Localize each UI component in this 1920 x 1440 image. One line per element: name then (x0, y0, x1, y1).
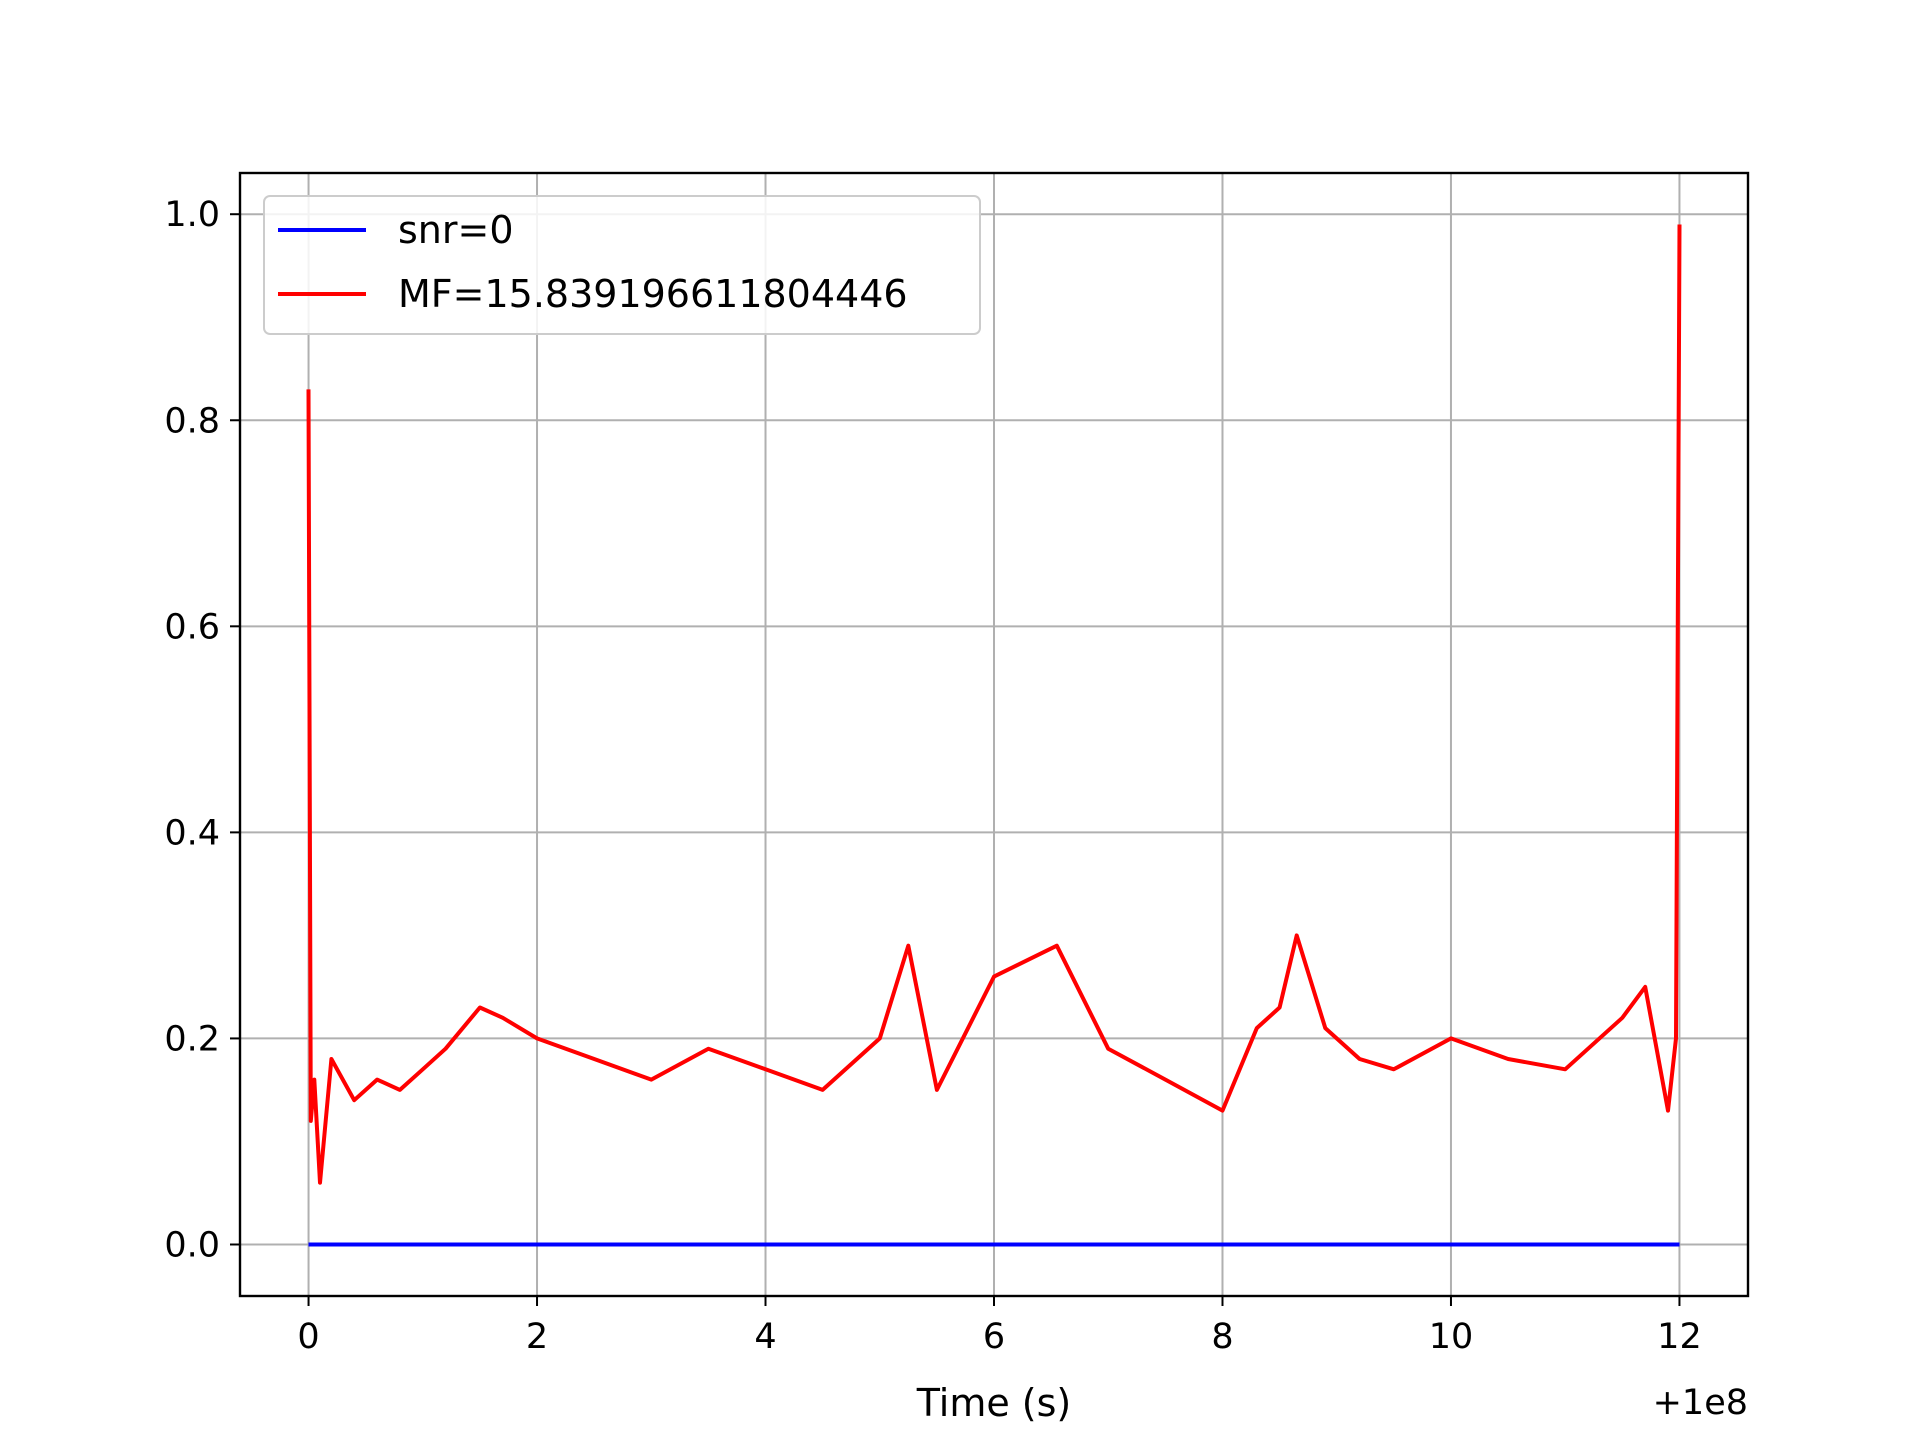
y-tick-label: 0.2 (164, 1019, 220, 1059)
legend-box (263, 195, 981, 335)
y-tick-label: 0.6 (164, 607, 220, 647)
series-line-1 (306, 224, 1682, 1185)
x-tick-label: 10 (1429, 1317, 1474, 1357)
y-axis-ticks: 0.0 0.2 0.4 0.6 0.8 1.0 (164, 195, 240, 1265)
legend-label-mf: MF=15.839196611804446 (398, 272, 908, 316)
x-tick-label: 12 (1657, 1317, 1702, 1357)
x-axis-ticks: 0 2 4 6 8 10 12 (297, 1296, 1702, 1357)
y-tick-label: 0.4 (164, 813, 220, 853)
x-axis-label: Time (s) (916, 1381, 1072, 1425)
x-tick-label: 6 (983, 1317, 1005, 1357)
x-tick-label: 8 (1211, 1317, 1233, 1357)
y-tick-label: 0.0 (164, 1225, 220, 1265)
x-tick-label: 2 (526, 1317, 548, 1357)
series-layer (306, 224, 1682, 1247)
x-tick-label: 4 (754, 1317, 776, 1357)
legend-label-snr: snr=0 (398, 208, 514, 252)
grid-lines (240, 173, 1748, 1296)
y-tick-label: 0.8 (164, 401, 220, 441)
x-tick-label: 0 (297, 1317, 319, 1357)
x-offset-label: +1e8 (1653, 1383, 1748, 1423)
legend: snr=0 MF=15.839196611804446 (263, 195, 981, 335)
y-tick-label: 1.0 (164, 195, 220, 235)
